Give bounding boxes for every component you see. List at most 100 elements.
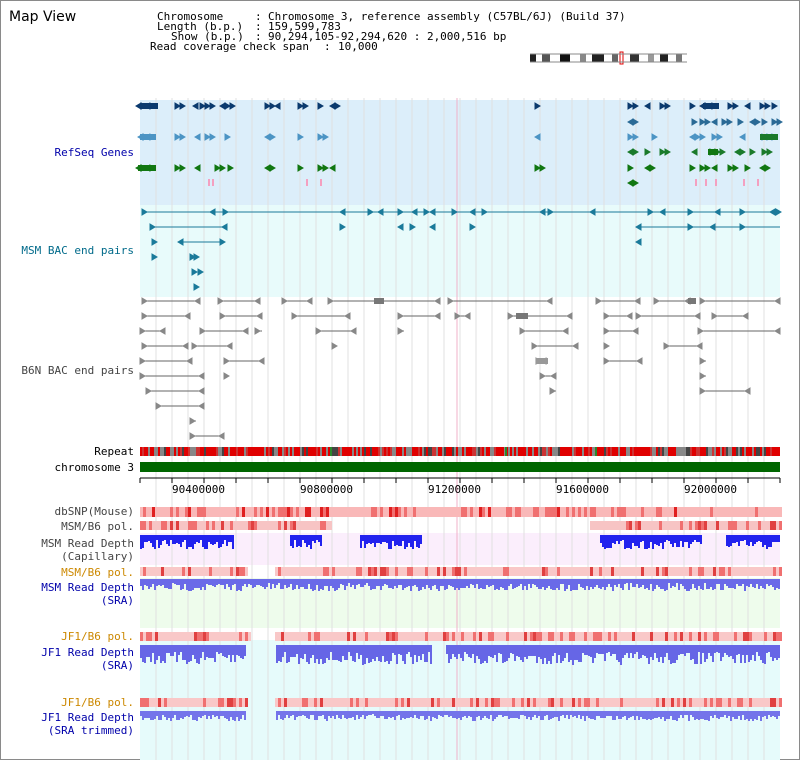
depth-bar [710, 645, 712, 656]
track-label-b6n-bac[interactable]: B6N BAC end pairs [21, 364, 134, 377]
track-label-jf1-depth-trim-1[interactable]: JF1 Read Depth [41, 711, 134, 724]
pol-mark [656, 521, 659, 530]
pol-mark [143, 521, 146, 530]
depth-bar [758, 645, 760, 656]
pol-mark [548, 632, 551, 641]
depth-bar [460, 645, 462, 658]
gene-mark [715, 179, 717, 186]
bac-end [198, 402, 205, 410]
depth-bar [326, 645, 328, 658]
depth-bar [566, 579, 568, 589]
repeat-mark [226, 447, 228, 456]
pol-mark [671, 698, 674, 707]
pol-mark [155, 632, 158, 641]
depth-bar [650, 535, 652, 542]
pol-mark [422, 632, 425, 641]
pol-mark [179, 632, 182, 641]
bac-end [258, 357, 265, 365]
depth-bar [378, 645, 380, 661]
bac-end [222, 208, 229, 216]
depth-bar [156, 579, 158, 586]
depth-bar [534, 579, 536, 585]
bac-end [632, 327, 639, 335]
depth-bar [404, 579, 406, 588]
depth-bar [146, 645, 148, 657]
track-label-jf1-b6-pol-1[interactable]: JF1/B6 pol. [61, 630, 134, 643]
depth-bar [366, 645, 368, 658]
repeat-mark [276, 447, 278, 456]
repeat-mark [488, 447, 490, 456]
pol-mark [197, 567, 200, 576]
repeat-mark [374, 447, 376, 456]
show-value: 90,294,105-92,294,620 : 2,000,516 bp [268, 30, 507, 43]
depth-bar [282, 645, 284, 657]
pol-mark [536, 632, 539, 641]
repeat-mark [330, 447, 332, 456]
pol-mark [362, 632, 365, 641]
track-label-msm-depth-sra-1[interactable]: MSM Read Depth [41, 581, 134, 594]
depth-bar [692, 579, 694, 584]
pol-mark [668, 567, 671, 576]
pol-mark [359, 632, 362, 641]
pol-mark [545, 507, 548, 517]
bac-end [281, 297, 288, 305]
track-label-dbsnp[interactable]: dbSNP(Mouse) [54, 505, 134, 518]
depth-bar [440, 579, 442, 586]
repeat-mark [356, 447, 358, 456]
pol-mark [377, 632, 380, 641]
pol-mark [647, 521, 650, 530]
depth-bar [582, 645, 584, 653]
repeat-mark [300, 447, 302, 456]
pol-mark [698, 567, 701, 576]
pol-mark [326, 567, 329, 576]
repeat-mark [288, 447, 290, 456]
depth-bar [214, 579, 216, 587]
depth-bar [514, 711, 516, 718]
depth-bar [250, 579, 252, 585]
depth-bar [296, 711, 298, 717]
depth-bar [448, 645, 450, 663]
track-label-jf1-b6-pol-2[interactable]: JF1/B6 pol. [61, 696, 134, 709]
gene-glyph [269, 133, 276, 141]
pol-mark [551, 632, 554, 641]
pol-mark [641, 507, 644, 517]
track-label-msm-bac[interactable]: MSM BAC end pairs [21, 244, 134, 257]
depth-bar [760, 711, 762, 721]
repeat-mark [168, 447, 170, 456]
pol-mark [284, 698, 287, 707]
pol-mark [563, 632, 566, 641]
bac-cluster [536, 358, 548, 364]
pol-mark [632, 507, 635, 517]
depth-bar [230, 579, 232, 590]
pol-mark [314, 507, 317, 517]
gene-glyph [727, 102, 734, 110]
depth-bar [224, 711, 226, 718]
depth-bar [444, 579, 446, 590]
pol-mark [329, 632, 332, 641]
gene-glyph [659, 148, 666, 156]
repeat-mark [426, 447, 428, 456]
track-label-refseq[interactable]: RefSeq Genes [54, 146, 134, 159]
pol-mark [221, 567, 224, 576]
depth-bar [436, 711, 438, 719]
repeat-mark [760, 447, 762, 456]
track-label-msm-depth-cap-1[interactable]: MSM Read Depth [41, 537, 134, 550]
depth-bar [218, 535, 220, 548]
depth-bar [554, 711, 556, 717]
bac-end [189, 432, 196, 440]
depth-bar [610, 711, 612, 716]
depth-bar [166, 711, 168, 720]
pol-mark [338, 567, 341, 576]
pol-mark [233, 507, 236, 517]
depth-bar [698, 535, 700, 542]
gene-glyph [227, 164, 234, 172]
bac-end [191, 268, 198, 276]
gene-glyph [651, 133, 658, 141]
track-label-msm-b6-pol-2[interactable]: MSM/B6 pol. [61, 566, 134, 579]
depth-bar [538, 645, 540, 657]
track-label-jf1-depth-sra-1[interactable]: JF1 Read Depth [41, 646, 134, 659]
track-label-msm-b6-pol-1[interactable]: MSM/B6 pol. [61, 520, 134, 533]
pol-mark [710, 567, 713, 576]
bac-end [141, 342, 148, 350]
